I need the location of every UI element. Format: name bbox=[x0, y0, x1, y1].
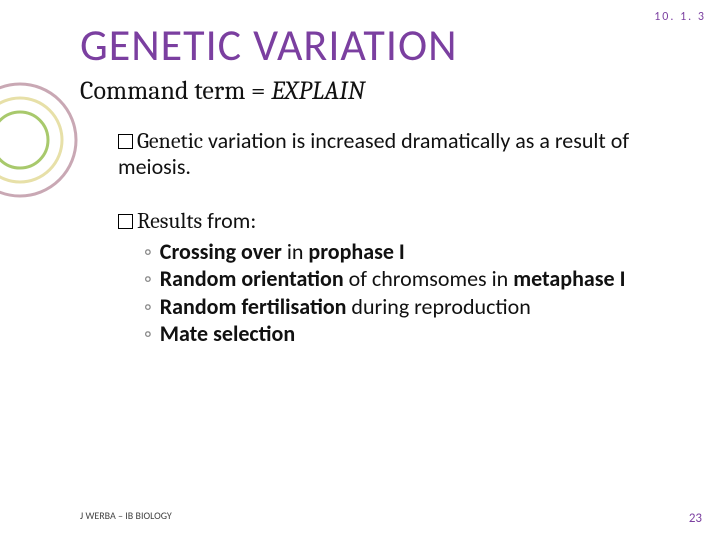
page-title: GENETIC VARIATION bbox=[80, 18, 458, 72]
p1-lead: Genetic bbox=[137, 128, 203, 154]
list-item: ◦ Random orientation of chromsomes in met… bbox=[144, 265, 658, 293]
sub-list: ◦ Crossing over in prophase I ◦ Random ori… bbox=[144, 238, 658, 348]
square-bullet-icon bbox=[118, 214, 133, 229]
item-bold: Random fertilisation bbox=[160, 293, 347, 320]
circle-bullet-icon: ◦ bbox=[144, 293, 152, 320]
footer-author: J WERBA – IB BIOLOGY bbox=[80, 509, 172, 522]
circle-bullet-icon: ◦ bbox=[144, 238, 152, 265]
p2-lead: Results bbox=[137, 208, 202, 234]
item-bold2: metaphase I bbox=[513, 265, 625, 292]
item-bold: Random orientation bbox=[160, 265, 344, 292]
item-bold2: prophase I bbox=[308, 238, 404, 265]
page-number: 23 bbox=[689, 511, 702, 526]
list-item: ◦ Mate selection bbox=[144, 320, 658, 348]
circle-bullet-icon: ◦ bbox=[144, 265, 152, 292]
paragraph-2: Results from: bbox=[118, 208, 658, 234]
list-item: ◦ Random fertilisation during reproductio… bbox=[144, 293, 658, 321]
circle-bullet-icon: ◦ bbox=[144, 320, 152, 347]
item-bold: Mate selection bbox=[160, 320, 295, 347]
square-bullet-icon bbox=[118, 134, 133, 149]
item-text: of chromsomes in bbox=[344, 265, 514, 292]
corner-rings bbox=[0, 80, 80, 200]
paragraph-1: Genetic variation is increased dramatica… bbox=[118, 128, 658, 180]
content-area: Genetic variation is increased dramatica… bbox=[118, 128, 658, 348]
p2-rest: from: bbox=[202, 207, 256, 234]
subtitle-prefix: Command term = bbox=[80, 76, 271, 106]
section-code: 10. 1. 3 bbox=[654, 10, 706, 24]
item-text: during reproduction bbox=[346, 293, 530, 320]
subtitle-emph: EXPLAIN bbox=[271, 76, 365, 106]
subtitle: Command term = EXPLAIN bbox=[80, 76, 365, 106]
list-item: ◦ Crossing over in prophase I bbox=[144, 238, 658, 266]
item-text: in bbox=[282, 238, 309, 265]
item-bold: Crossing over bbox=[160, 238, 282, 265]
